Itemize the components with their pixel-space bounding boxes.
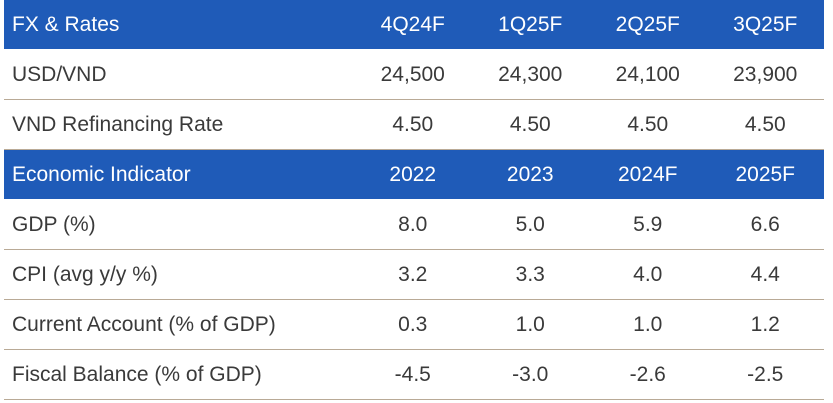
cell-value: 1.0 — [471, 299, 589, 350]
cell-value: 5.9 — [589, 199, 707, 250]
forecast-table: FX & Rates 4Q24F 1Q25F 2Q25F 3Q25F USD/VND 24,… — [4, 0, 824, 400]
row-label: Fiscal Balance (% of GDP) — [4, 349, 354, 400]
column-header: 2025F — [706, 149, 824, 200]
cell-value: 24,300 — [471, 49, 589, 100]
column-header: 2023 — [471, 149, 589, 200]
column-header: 1Q25F — [471, 0, 589, 50]
cell-value: -2.5 — [706, 349, 824, 400]
cell-value: 4.50 — [589, 99, 707, 150]
cell-value: 4.0 — [589, 249, 707, 300]
table-row: Current Account (% of GDP) 0.3 1.0 1.0 1.2 — [4, 299, 824, 350]
column-header: 3Q25F — [706, 0, 824, 50]
row-label: GDP (%) — [4, 199, 354, 250]
cell-value: 6.6 — [706, 199, 824, 250]
cell-value: 3.2 — [354, 249, 472, 300]
cell-value: 5.0 — [471, 199, 589, 250]
section-title: Economic Indicator — [4, 149, 354, 200]
column-header: 2022 — [354, 149, 472, 200]
cell-value: 24,100 — [589, 49, 707, 100]
table-row: CPI (avg y/y %) 3.2 3.3 4.0 4.4 — [4, 249, 824, 300]
cell-value: 23,900 — [706, 49, 824, 100]
table-row: USD/VND 24,500 24,300 24,100 23,900 — [4, 49, 824, 100]
cell-value: 8.0 — [354, 199, 472, 250]
economic-header-row: Economic Indicator 2022 2023 2024F 2025F — [4, 149, 824, 200]
cell-value: 4.50 — [471, 99, 589, 150]
cell-value: 4.4 — [706, 249, 824, 300]
table-row: VND Refinancing Rate 4.50 4.50 4.50 4.50 — [4, 99, 824, 150]
section-title: FX & Rates — [4, 0, 354, 50]
cell-value: 1.2 — [706, 299, 824, 350]
cell-value: 4.50 — [706, 99, 824, 150]
row-label: CPI (avg y/y %) — [4, 249, 354, 300]
table-row: Fiscal Balance (% of GDP) -4.5 -3.0 -2.6 -2.… — [4, 349, 824, 400]
cell-value: 0.3 — [354, 299, 472, 350]
cell-value: 24,500 — [354, 49, 472, 100]
cell-value: 1.0 — [589, 299, 707, 350]
cell-value: -3.0 — [471, 349, 589, 400]
fx-header-row: FX & Rates 4Q24F 1Q25F 2Q25F 3Q25F — [4, 0, 824, 50]
cell-value: 3.3 — [471, 249, 589, 300]
row-label: USD/VND — [4, 49, 354, 100]
cell-value: -2.6 — [589, 349, 707, 400]
column-header: 2024F — [589, 149, 707, 200]
column-header: 4Q24F — [354, 0, 472, 50]
table-row: GDP (%) 8.0 5.0 5.9 6.6 — [4, 199, 824, 250]
row-label: Current Account (% of GDP) — [4, 299, 354, 350]
column-header: 2Q25F — [589, 0, 707, 50]
cell-value: 4.50 — [354, 99, 472, 150]
row-label: VND Refinancing Rate — [4, 99, 354, 150]
cell-value: -4.5 — [354, 349, 472, 400]
